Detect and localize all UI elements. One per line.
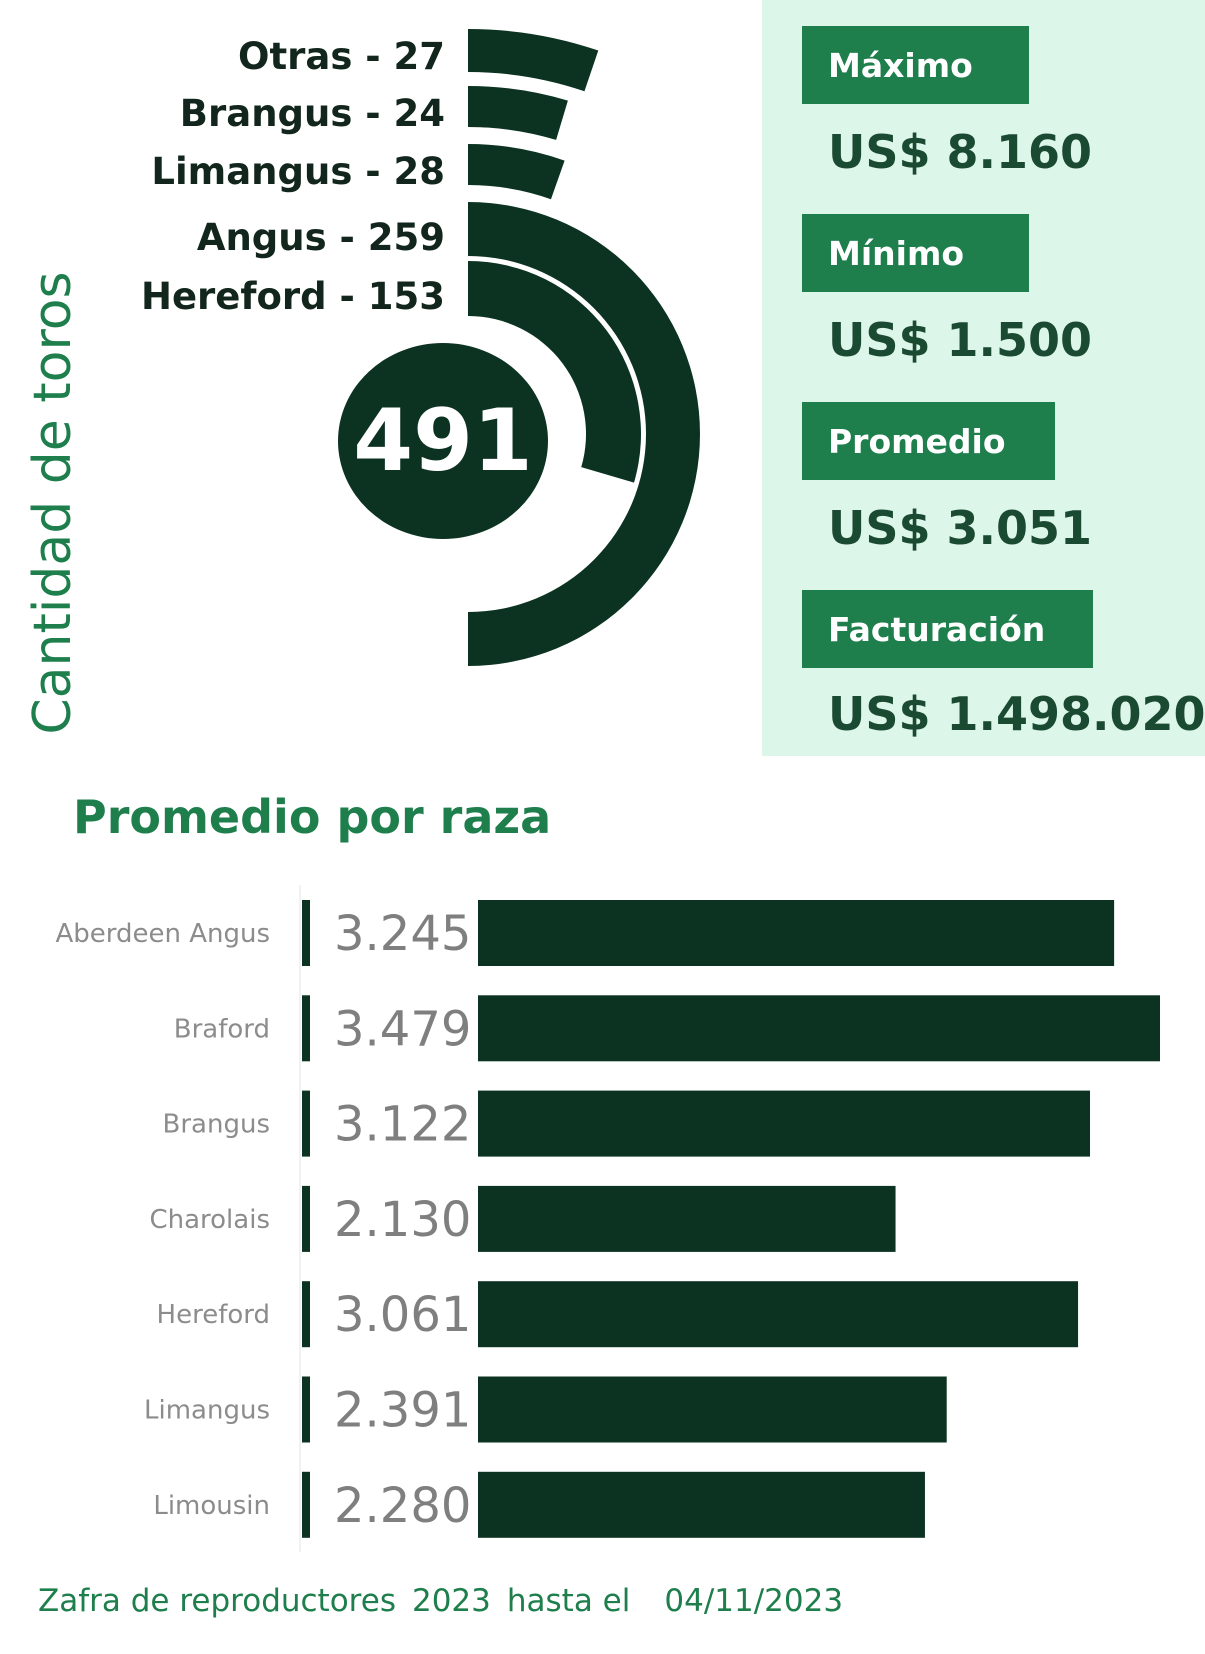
bar-row-marker-brangus [302, 1090, 310, 1157]
radial-bar-otras [468, 29, 599, 92]
bar-category-label-brangus: Brangus [163, 1110, 270, 1140]
radial-label-limangus: Limangus - 28 [151, 150, 445, 193]
stat-label-promedio: Promedio [802, 402, 1055, 480]
bar-row-marker-charolais [302, 1185, 310, 1252]
stat-value-minimo: US$ 1.500 [828, 313, 1093, 367]
radial-bar-limangus [468, 144, 565, 200]
bar-value-label-charolais: 2.130 [334, 1192, 471, 1248]
total-circle: 491 [338, 343, 548, 539]
bar-limangus [478, 1376, 947, 1443]
bar-category-label-charolais: Charolais [149, 1205, 270, 1235]
bar-row-marker-limangus [302, 1376, 310, 1443]
stat-label-maximo: Máximo [802, 26, 1029, 104]
footer-text-2: hasta el [506, 1583, 631, 1619]
radial-bar-brangus [468, 86, 568, 140]
bar-aberdeen-angus [478, 900, 1115, 966]
bar-category-label-hereford: Hereford [157, 1300, 270, 1330]
bar-hereford [478, 1281, 1079, 1348]
y-axis-label-wrap: Cantidad de toros [18, 250, 88, 755]
stat-value-maximo: US$ 8.160 [828, 125, 1093, 179]
bar-row-marker-limousin [302, 1471, 310, 1538]
y-axis-label: Cantidad de toros [23, 270, 83, 735]
bar-value-label-limousin: 2.280 [334, 1478, 471, 1534]
radial-bar-hereford [468, 261, 641, 483]
bar-charolais [478, 1185, 896, 1252]
stat-value-promedio: US$ 3.051 [828, 501, 1093, 555]
bar-row-marker-hereford [302, 1281, 310, 1348]
bar-limousin [478, 1471, 925, 1538]
stat-value-facturacion: US$ 1.498.020 [828, 687, 1205, 741]
bar-brangus [478, 1090, 1091, 1157]
footer-caption: Zafra de reproductores 2023 hasta el 04/11/… [38, 1583, 859, 1619]
bar-value-label-aberdeen-angus: 3.245 [334, 906, 471, 962]
bar-value-label-brangus: 3.122 [334, 1097, 471, 1153]
radial-label-hereford: Hereford - 153 [140, 275, 445, 318]
bar-braford [478, 995, 1160, 1062]
radial-bar-chart [468, 29, 700, 666]
bar-category-label-limangus: Limangus [144, 1396, 270, 1426]
bar-category-label-aberdeen-angus: Aberdeen Angus [55, 919, 270, 949]
footer-date: 04/11/2023 [664, 1583, 844, 1619]
radial-label-angus: Angus - 259 [196, 216, 445, 259]
total-value: 491 [353, 391, 533, 491]
radial-label-otras: Otras - 27 [238, 35, 445, 78]
bar-value-label-hereford: 3.061 [334, 1287, 471, 1343]
stats-panel: Máximo US$ 8.160 Mínimo US$ 1.500 Promed… [762, 0, 1205, 756]
bar-chart-title: Promedio por raza [73, 790, 552, 844]
footer-year: 2023 [411, 1583, 491, 1619]
bar-row-marker-aberdeen-angus [302, 900, 310, 966]
bar-value-label-limangus: 2.391 [334, 1383, 471, 1439]
bar-category-label-braford: Braford [174, 1014, 270, 1044]
radial-label-brangus: Brangus - 24 [179, 92, 445, 135]
footer-text-1: Zafra de reproductores [38, 1583, 396, 1619]
stat-label-minimo: Mínimo [802, 214, 1029, 292]
stat-label-facturacion: Facturación [802, 590, 1093, 668]
bar-category-label-limousin: Limousin [153, 1491, 270, 1521]
bar-value-label-braford: 3.479 [334, 1001, 471, 1057]
radial-bar-angus [468, 202, 700, 666]
bar-row-marker-braford [302, 995, 310, 1062]
